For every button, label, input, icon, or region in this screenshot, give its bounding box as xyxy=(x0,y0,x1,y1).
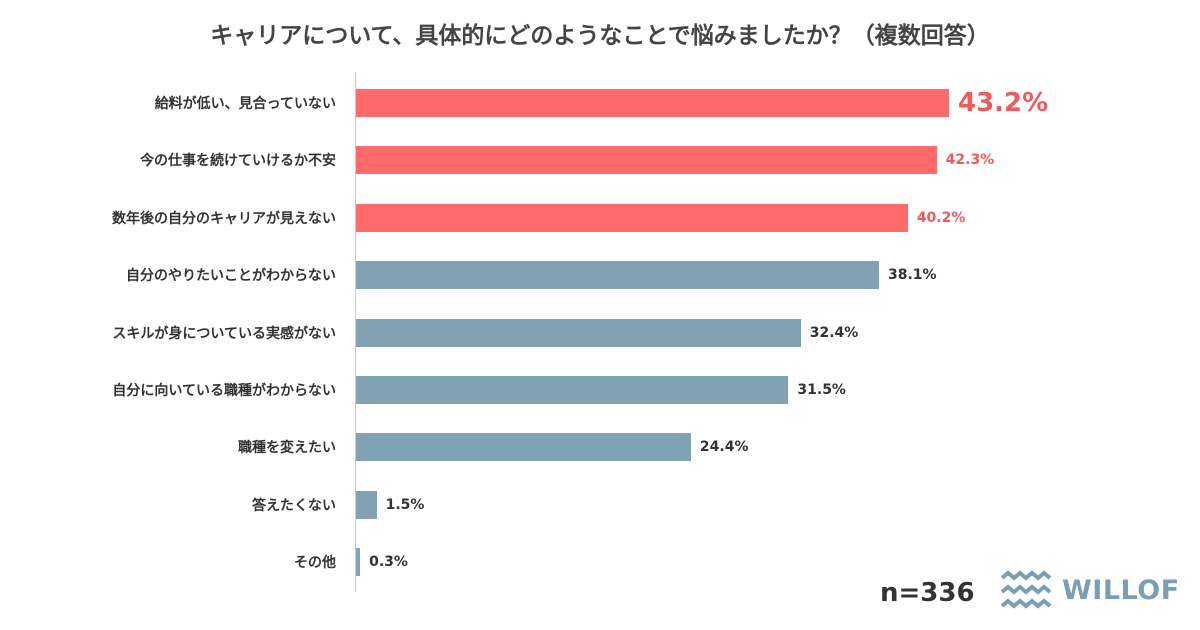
value-label: 42.3% xyxy=(945,152,995,169)
bar xyxy=(356,89,949,117)
bar xyxy=(356,490,377,519)
bar xyxy=(356,318,801,347)
value-label: 0.3% xyxy=(369,554,408,571)
sample-size: n=336 xyxy=(880,578,975,608)
y-axis-line xyxy=(355,72,356,592)
category-label: 給料が低い、見合っていない xyxy=(154,96,336,112)
value-label: 40.2% xyxy=(916,209,966,226)
willof-logo: WILLOF xyxy=(1000,570,1180,610)
value-label: 38.1% xyxy=(887,267,937,284)
chart-title: キャリアについて、具体的にどのようなことで悩みましたか？（複数回答） xyxy=(210,23,990,49)
bar xyxy=(356,433,691,462)
bar xyxy=(356,146,937,175)
value-label: 31.5% xyxy=(797,382,846,398)
value-label: 43.2% xyxy=(958,88,1049,118)
category-label: その他 xyxy=(294,555,336,572)
bar xyxy=(356,376,789,404)
logo-text: WILLOF xyxy=(1062,574,1180,606)
bar xyxy=(356,261,879,290)
category-label: 自分に向いている職種がわからない xyxy=(112,383,336,399)
bar xyxy=(356,203,908,232)
category-label: 答えたくない xyxy=(252,497,336,514)
wave-logo-icon xyxy=(1000,570,1052,609)
category-label: 数年後の自分のキャリアが見えない xyxy=(112,210,336,227)
category-label: 今の仕事を続けていけるか不安 xyxy=(140,153,336,170)
category-label: スキルが身についている実感がない xyxy=(112,325,336,342)
value-label: 1.5% xyxy=(385,496,425,513)
value-label: 24.4% xyxy=(699,439,749,456)
category-label: 職種を変えたい xyxy=(238,440,336,457)
bar xyxy=(356,548,361,577)
category-label: 自分のやりたいことがわからない xyxy=(126,268,336,285)
value-label: 32.4% xyxy=(809,324,859,341)
